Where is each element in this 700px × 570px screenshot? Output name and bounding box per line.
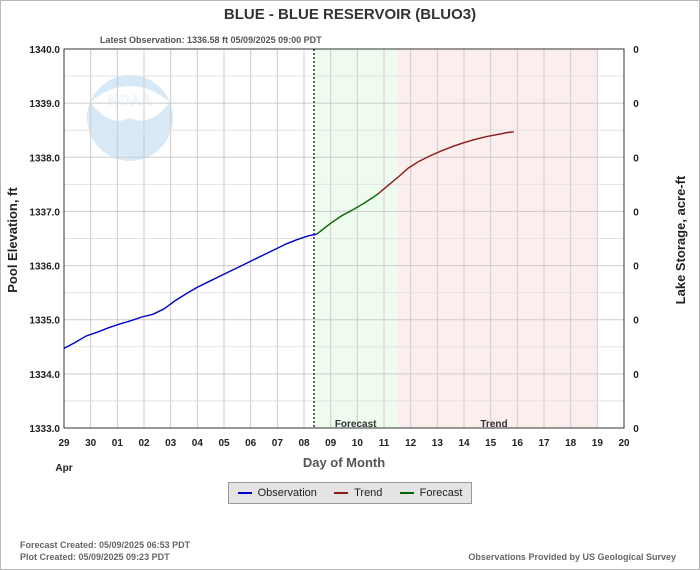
x-tick-label: 03 (165, 438, 177, 449)
x-month-label: Apr (55, 463, 72, 474)
x-tick-label: 29 (58, 438, 70, 449)
legend-swatch-forecast (399, 492, 414, 494)
y-tick-label: 1333.0 (29, 424, 60, 435)
x-tick-label: 10 (352, 438, 364, 449)
y2-tick-label: 0 (633, 370, 639, 381)
x-tick-label: 13 (432, 438, 444, 449)
x-tick-label: 30 (85, 438, 97, 449)
x-tick-label: 15 (485, 438, 497, 449)
x-tick-label: 09 (325, 438, 337, 449)
chart-title: BLUE - BLUE RESERVOIR (BLUO3) (224, 6, 476, 23)
legend-swatch-trend (334, 492, 349, 494)
plot-created: Plot Created: 05/09/2025 09:23 PDT (20, 552, 170, 562)
x-axis-label: Day of Month (303, 455, 385, 470)
x-tick-label: 20 (618, 438, 630, 449)
legend-item-trend: Trend (334, 487, 382, 499)
zone-label-trend: Trend (480, 419, 507, 430)
provider-note: Observations Provided by US Geological S… (468, 552, 676, 562)
legend-item-observation: Observation (237, 487, 317, 499)
y2-tick-label: 0 (633, 316, 639, 327)
y-tick-label: 1338.0 (29, 153, 60, 164)
forecast-created: Forecast Created: 05/09/2025 06:53 PDT (20, 540, 191, 550)
y-tick-label: 1340.0 (29, 45, 60, 56)
y-tick-label: 1336.0 (29, 262, 60, 273)
y-tick-label: 1334.0 (29, 370, 60, 381)
y2-axis-label: Lake Storage, acre-ft (673, 175, 688, 304)
x-tick-label: 16 (512, 438, 524, 449)
legend: Observation Trend Forecast (228, 482, 472, 504)
x-tick-label: 11 (379, 438, 390, 449)
logo-circle (87, 75, 173, 161)
y2-tick-label: 0 (633, 424, 639, 435)
x-tick-label: 05 (218, 438, 230, 449)
legend-label-forecast: Forecast (419, 487, 463, 499)
x-tick-label: 17 (538, 438, 550, 449)
x-tick-label: 14 (458, 438, 470, 449)
y2-tick-label: 0 (633, 262, 639, 273)
series-line-forecast (316, 193, 379, 235)
plot-border (63, 48, 625, 429)
y2-tick-label: 0 (633, 207, 639, 218)
y-axis-label: Pool Elevation, ft (5, 187, 20, 293)
x-tick-label: 04 (192, 438, 204, 449)
x-tick-label: 02 (138, 438, 150, 449)
y-tick-label: 1337.0 (29, 207, 60, 218)
x-tick-label: 07 (272, 438, 284, 449)
x-tick-label: 06 (245, 438, 257, 449)
noaa-logo: NOAA (87, 75, 173, 161)
latest-observation: Latest Observation: 1336.58 ft 05/09/202… (100, 35, 322, 45)
legend-item-forecast: Forecast (399, 487, 463, 499)
x-tick-label: 01 (112, 438, 124, 449)
legend-label-trend: Trend (354, 487, 383, 499)
y-tick-label: 1339.0 (29, 99, 60, 110)
x-tick-label: 08 (298, 438, 310, 449)
logo-text: NOAA (108, 92, 152, 109)
x-tick-label: 19 (592, 438, 604, 449)
y2-tick-label: 0 (633, 99, 639, 110)
legend-label-observation: Observation (257, 487, 317, 499)
x-tick-label: 12 (405, 438, 417, 449)
y2-tick-label: 0 (633, 45, 639, 56)
series-line-observation (63, 233, 317, 350)
y2-tick-label: 0 (633, 153, 639, 164)
zone-label-forecast: Forecast (335, 419, 377, 430)
legend-swatch-observation (237, 492, 252, 494)
series-line-trend (377, 131, 514, 195)
x-tick-label: 18 (565, 438, 577, 449)
y-tick-label: 1335.0 (29, 316, 60, 327)
